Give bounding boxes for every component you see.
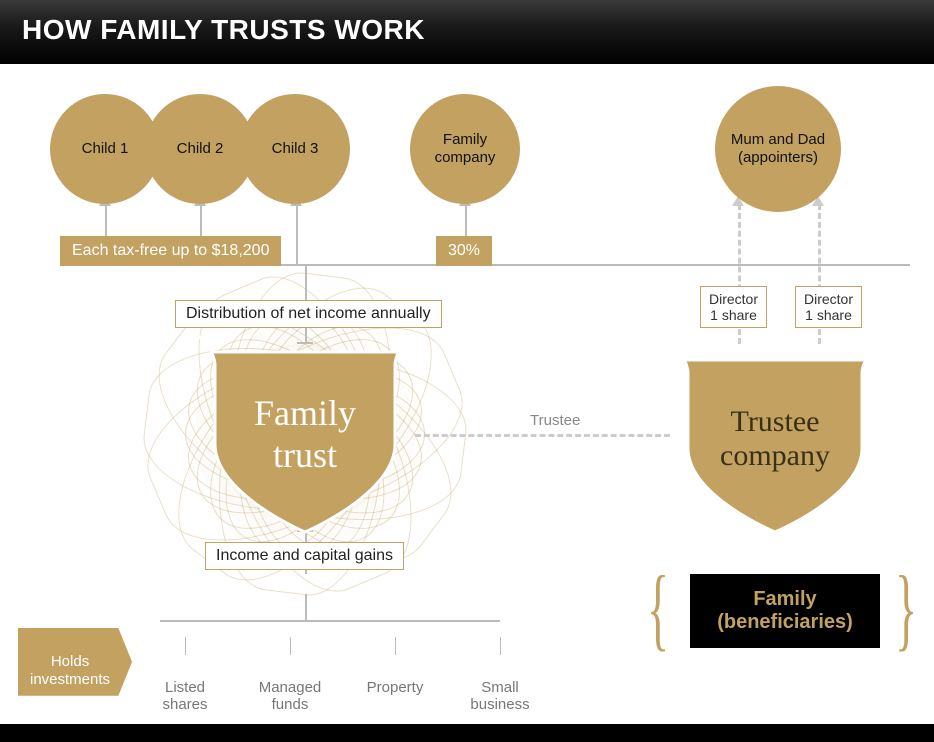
circle-child3: Child 3 <box>240 94 350 204</box>
circle-label: Mum and Dad (appointers) <box>731 131 825 167</box>
income-gains-box: Income and capital gains <box>205 542 404 570</box>
family-beneficiaries-box: Family (beneficiaries) <box>690 574 880 648</box>
shield-label: Family trust <box>254 392 356 476</box>
title-bar: HOW FAMILY TRUSTS WORK <box>0 0 934 64</box>
tick-icon <box>500 637 501 655</box>
family-line2: (beneficiaries) <box>717 611 853 633</box>
inv-label: Listed shares <box>162 679 207 713</box>
circle-label: Child 1 <box>82 140 129 158</box>
shield-label: Trustee company <box>720 405 830 473</box>
inv-label: Managed funds <box>259 679 322 713</box>
page-title: HOW FAMILY TRUSTS WORK <box>22 14 425 45</box>
connector <box>305 594 307 620</box>
director-box-1: Director 1 share <box>700 286 767 328</box>
connector-dashed <box>415 434 670 437</box>
tick-icon <box>290 637 291 655</box>
tag-label: 30% <box>448 242 480 259</box>
brace-left-icon: { <box>647 562 669 654</box>
inv-label: Property <box>367 679 424 696</box>
circle-child2: Child 2 <box>145 94 255 204</box>
circle-label: Child 2 <box>177 140 224 158</box>
footer-bar <box>0 724 934 742</box>
tick-icon <box>185 637 186 655</box>
tick-icon <box>395 637 396 655</box>
dir-line2: 1 share <box>710 307 757 323</box>
rate-tag: 30% <box>436 236 492 266</box>
tag-label: Holds investments <box>30 653 110 687</box>
circle-label: Family company <box>435 131 496 167</box>
holds-investments-tag: Holds investments <box>18 628 132 696</box>
family-trust-shield: Family trust <box>195 334 415 534</box>
director-box-2: Director 1 share <box>795 286 862 328</box>
circle-child1: Child 1 <box>50 94 160 204</box>
box-label: Distribution of net income annually <box>186 305 431 322</box>
brace-right-icon: } <box>895 562 917 654</box>
tag-label: Each tax-free up to $18,200 <box>72 242 269 259</box>
investment-item: Managed funds <box>245 620 335 713</box>
page: HOW FAMILY TRUSTS WORK <box>0 0 934 742</box>
investment-item: Property <box>350 620 440 696</box>
dir-line1: Director <box>804 291 853 307</box>
trustee-company-shield: Trustee company <box>670 344 880 534</box>
inv-label: Small business <box>470 679 529 713</box>
tax-free-tag: Each tax-free up to $18,200 <box>60 236 281 266</box>
connector <box>908 264 910 266</box>
diagram-canvas: Child 1 Child 2 Child 3 Family company M… <box>0 64 934 742</box>
dir-line1: Director <box>709 291 758 307</box>
circle-family-company: Family company <box>410 94 520 204</box>
investment-item: Listed shares <box>140 620 230 713</box>
circle-appointers: Mum and Dad (appointers) <box>715 86 841 212</box>
box-label: Income and capital gains <box>216 547 393 564</box>
trustee-label: Trustee <box>530 412 580 429</box>
dir-line2: 1 share <box>805 307 852 323</box>
investment-item: Small business <box>455 620 545 713</box>
family-line1: Family <box>753 588 816 610</box>
distribution-box: Distribution of net income annually <box>175 300 442 328</box>
circle-label: Child 3 <box>272 140 319 158</box>
connector <box>296 204 298 264</box>
